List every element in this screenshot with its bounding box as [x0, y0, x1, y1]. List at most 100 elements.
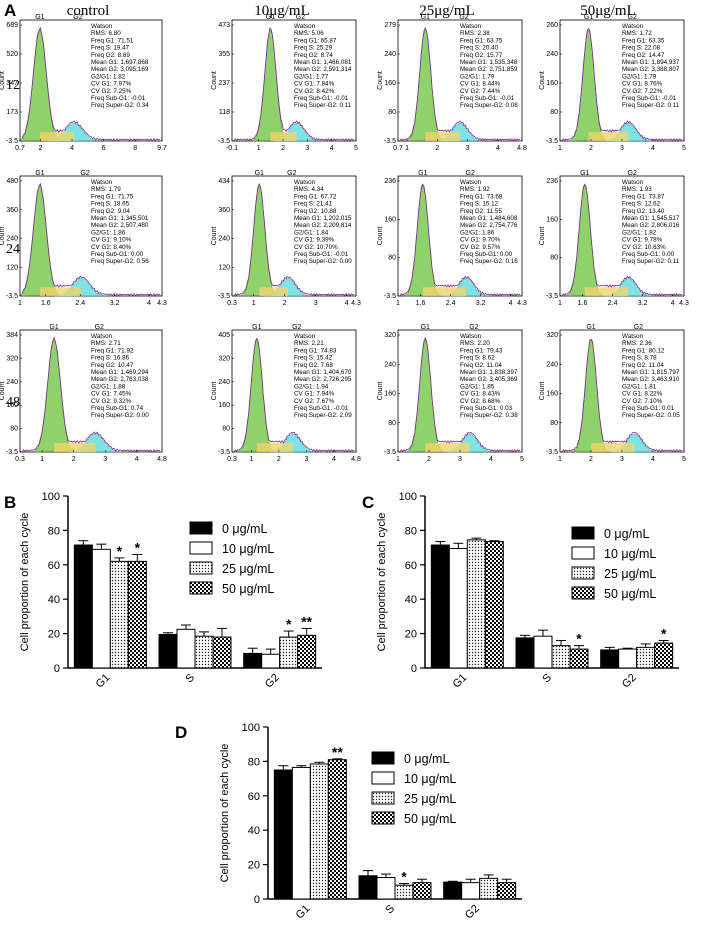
bar: [291, 766, 311, 900]
x-tick-label: 1: [405, 145, 409, 152]
stat-line: Freq G2: 11.55: [460, 208, 502, 215]
g1-label: G1: [418, 170, 427, 177]
x-tick-label: 4: [345, 300, 349, 307]
x-tick-label: 4: [671, 300, 675, 307]
stat-line: Freq Super-G2: 0.11: [294, 102, 352, 109]
stat-line: G2/G1: 1.81: [622, 383, 657, 390]
stat-line: Mean G1: 1,345,501: [91, 215, 149, 222]
x-tick-label: 3.2: [638, 300, 648, 307]
y-tick-label: 260: [546, 22, 558, 29]
y-tick-label: 520: [6, 51, 18, 58]
stat-line: G2/G1: 1.86: [460, 229, 495, 236]
y-tick-label: 279: [384, 22, 396, 29]
stat-line: CV G2: 8.68%: [460, 398, 501, 405]
stat-line: Watson: [460, 179, 482, 186]
bar: [461, 882, 481, 900]
g2-label: G2: [292, 324, 301, 331]
x-tick-label: 1: [558, 456, 562, 463]
significance-mark: *: [576, 631, 582, 647]
category-label: G2: [620, 672, 639, 691]
y-tick-label: 384: [6, 332, 18, 339]
stat-line: CV G1: 7.94%: [294, 391, 335, 398]
category-label: S: [540, 672, 554, 686]
stat-line: Freq G2: 13.40: [622, 208, 665, 215]
y-tick-label: 160: [546, 391, 558, 398]
y-tick-label: 405: [218, 332, 230, 339]
bar: [158, 633, 178, 669]
x-tick-label: 2: [589, 145, 593, 152]
stat-line: Mean G1: 1,466,081: [294, 59, 352, 66]
stat-line: Watson: [294, 179, 316, 186]
stat-line: RMS: 2.71: [91, 340, 121, 347]
stat-line: G2/G1: 1.82: [91, 73, 126, 80]
y-tick-label: 236: [384, 178, 396, 185]
g1-label: G1: [586, 324, 595, 331]
x-tick-label: 2: [427, 456, 431, 463]
bar: [309, 763, 329, 900]
x-tick-label: 6: [102, 145, 106, 152]
stat-line: G2/G1: 1.86: [91, 229, 126, 236]
g1-peak: [238, 339, 275, 453]
x-tick-label: 4.8: [517, 145, 527, 152]
histogram-outline: [21, 182, 161, 297]
g1-peak: [407, 339, 444, 453]
stat-line: Mean G2: 3,463,910: [622, 376, 680, 383]
y-tick-label: -3.5: [546, 293, 558, 300]
stat-line: Freq G1: 73.68: [460, 193, 503, 200]
y-tick-label: 80: [48, 525, 60, 537]
stat-line: Freq Sub-G1: -0.01: [91, 95, 146, 102]
column-heading-10: 10μg/mL: [254, 3, 310, 19]
y-tick-label: 240: [546, 51, 558, 58]
s-phase-band: [270, 132, 297, 141]
histogram-2-3: G1 G2 320 240 160 80 -3.5 Count 1 2 3 4 5 WatsonRMS: …: [539, 324, 686, 463]
legend-label: 10 μg/mL: [222, 542, 274, 556]
s-phase-band: [584, 287, 629, 296]
g1-label: G1: [49, 324, 58, 331]
category-label: S: [183, 672, 197, 686]
x-tick-label: 3: [466, 145, 470, 152]
stat-line: Mean G1: 1,545,517: [622, 215, 680, 222]
x-tick-label: 4: [147, 300, 151, 307]
panel-label-c: C: [362, 493, 374, 512]
stat-line: Mean G1: 1,894,937: [622, 59, 680, 66]
x-tick-label: 1: [18, 300, 22, 307]
x-tick-label: 8: [133, 145, 137, 152]
stat-line: CV G2: 8.40%: [91, 244, 132, 251]
stat-line: Freq Sub-G1: -0.01: [294, 251, 349, 258]
g2-label: G2: [95, 324, 104, 331]
stat-line: Mean G2: 2,507,480: [91, 222, 149, 229]
x-tick-label: 4: [651, 456, 655, 463]
y-tick-label: 80: [388, 420, 396, 427]
y-axis-title: Count: [0, 382, 6, 401]
y-tick-label: -3.5: [218, 449, 230, 456]
x-tick-label: 2: [281, 145, 285, 152]
bar: [484, 541, 504, 669]
y-tick-label: 173: [6, 109, 18, 116]
y-tick-label: 240: [6, 379, 18, 386]
x-tick-label: -0.1: [226, 145, 238, 152]
column-heading-control: control: [67, 3, 110, 19]
x-tick-label: 4: [330, 145, 334, 152]
bar: [533, 635, 553, 669]
x-tick-label: 1: [252, 300, 256, 307]
legend-label: 25 μg/mL: [404, 792, 456, 806]
y-tick-label: 240: [6, 236, 18, 243]
y-tick-label: 160: [6, 402, 18, 409]
y-tick-label: 320: [218, 355, 230, 362]
stat-line: Freq S: 20.40: [460, 45, 499, 52]
stat-line: Mean G1: 1,404,670: [294, 369, 352, 376]
stat-line: CV G2: 9.32%: [91, 398, 132, 405]
bar: [109, 560, 129, 669]
panel-label-b: B: [4, 493, 16, 512]
y-axis-title: Count: [539, 71, 546, 90]
stat-line: Mean G2: 2,751,859: [460, 66, 518, 73]
bar: [176, 628, 196, 669]
stat-line: G2/G1: 1.82: [622, 229, 657, 236]
stat-line: Freq G1: 73.87: [622, 193, 665, 200]
y-tick-label: 689: [6, 22, 18, 29]
y-tick-label: 355: [218, 51, 230, 58]
stat-line: Freq Sub-G1: 0.74: [91, 405, 144, 412]
stat-line: RMS: 6.80: [91, 30, 121, 37]
stat-line: Freq Super-G2: 0.00: [294, 258, 352, 265]
